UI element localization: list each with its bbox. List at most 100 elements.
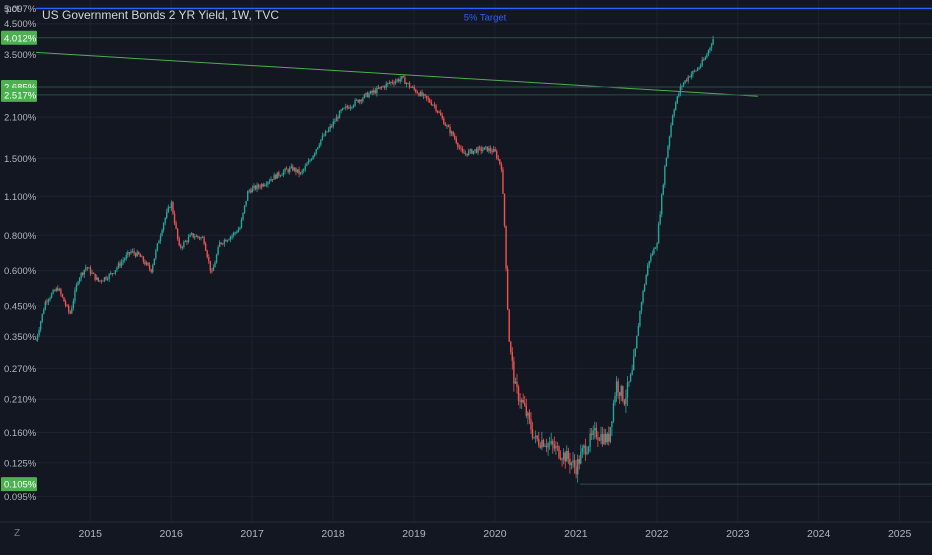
candle-body xyxy=(276,172,278,179)
candle-body xyxy=(234,232,236,234)
candle-body xyxy=(506,268,509,310)
candle-body xyxy=(331,126,333,127)
candle-body xyxy=(368,93,370,98)
candle-body xyxy=(623,400,626,405)
candle-body xyxy=(457,143,459,148)
candle-body xyxy=(693,70,696,72)
candle-body xyxy=(211,270,213,272)
y-tick-label: 0.210% xyxy=(4,395,37,406)
candle-body xyxy=(320,139,322,145)
candle-body xyxy=(402,76,405,78)
candle-body xyxy=(594,428,596,431)
candle-body xyxy=(299,172,302,174)
candle-body xyxy=(116,267,118,271)
candle-body xyxy=(581,448,584,453)
candle-body xyxy=(152,264,154,272)
candle-body xyxy=(306,164,308,167)
candle-body xyxy=(240,219,243,228)
candle-body xyxy=(510,341,512,352)
candle-body xyxy=(631,370,633,375)
candle-body xyxy=(153,258,155,265)
candle-body xyxy=(679,86,682,94)
candle-body xyxy=(229,236,232,240)
candle-body xyxy=(489,148,492,152)
candle-body xyxy=(706,54,708,58)
y-tick-label: 0.450% xyxy=(4,301,37,312)
candle-body xyxy=(464,153,467,155)
candle-body xyxy=(38,329,40,336)
candle-body xyxy=(86,267,89,269)
candle-body xyxy=(427,98,429,100)
candle-body xyxy=(351,106,353,108)
candle-body xyxy=(172,202,174,214)
candle-body xyxy=(61,294,64,298)
candle-body xyxy=(166,211,168,219)
candle-body xyxy=(496,151,498,159)
candle-body xyxy=(670,125,672,137)
candle-body xyxy=(576,459,579,475)
candle-body xyxy=(60,289,62,295)
candle-body xyxy=(226,240,229,242)
candle-body xyxy=(127,252,129,256)
candle-body xyxy=(544,446,546,447)
candle-body xyxy=(673,109,675,116)
candle-body xyxy=(141,256,143,258)
candle-body xyxy=(363,94,366,99)
candle-body xyxy=(514,381,517,384)
candle-body xyxy=(167,207,170,212)
candle-body xyxy=(603,433,605,444)
candle-body xyxy=(695,70,697,72)
candle-body xyxy=(303,169,305,171)
candle-body xyxy=(388,82,391,84)
candle-body xyxy=(572,460,574,463)
candle-body xyxy=(545,446,548,448)
candle-body xyxy=(275,174,277,179)
candle-body xyxy=(228,239,230,241)
candle-body xyxy=(517,386,520,401)
scale-toggle-icon[interactable]: Z xyxy=(14,528,20,539)
candle-body xyxy=(334,121,336,123)
candle-body xyxy=(584,445,587,455)
candle-body xyxy=(401,76,403,80)
price-badge xyxy=(1,477,37,492)
candle-body xyxy=(385,83,387,88)
y-tick-label: 3.500% xyxy=(4,50,37,61)
candle-body xyxy=(332,121,334,127)
candle-body xyxy=(237,229,240,233)
candle-body xyxy=(528,412,531,420)
candle-body xyxy=(144,261,146,265)
y-tick-label: 2.100% xyxy=(4,113,37,124)
candle-body xyxy=(446,125,448,127)
candle-body xyxy=(492,149,495,153)
candle-body xyxy=(432,104,434,106)
candle-body xyxy=(282,171,285,175)
candle-body xyxy=(220,242,222,244)
candle-body xyxy=(519,400,521,402)
candle-body xyxy=(587,446,590,452)
candle-body xyxy=(204,243,207,251)
candle-body xyxy=(380,87,383,88)
candle-body xyxy=(128,252,131,254)
candle-body xyxy=(110,273,112,275)
candle-body xyxy=(418,93,420,96)
x-tick-label: 2025 xyxy=(888,528,912,540)
candle-body xyxy=(222,243,224,245)
candle-body xyxy=(657,224,660,244)
candle-body xyxy=(636,335,638,349)
candle-body xyxy=(293,168,296,171)
chart-title: US Government Bonds 2 YR Yield, 1W, TVC xyxy=(42,8,279,22)
price-badge xyxy=(1,30,37,45)
price-badge-label: 4.012% xyxy=(4,33,37,44)
candle-body xyxy=(684,80,686,84)
candle-body xyxy=(494,149,496,152)
candle-body xyxy=(662,184,664,195)
x-tick-label: 2021 xyxy=(564,528,588,540)
candle-body xyxy=(206,250,208,258)
candle-body xyxy=(50,293,53,298)
candle-body xyxy=(531,429,534,438)
candle-body xyxy=(340,109,342,112)
candle-body xyxy=(315,149,317,154)
candle-body xyxy=(569,458,571,466)
candle-body xyxy=(58,289,61,291)
candle-body xyxy=(601,434,604,444)
